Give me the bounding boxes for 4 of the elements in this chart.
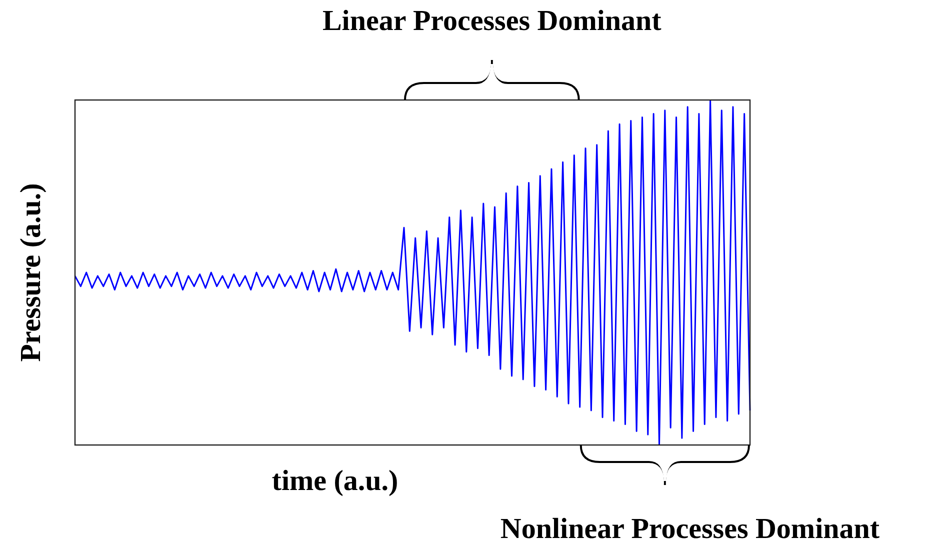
- y-axis-title: Pressure (a.u.): [15, 183, 47, 362]
- x-axis-title: time (a.u.): [272, 465, 398, 497]
- text: Linear Processes Dominant: [322, 5, 662, 37]
- text: Nonlinear Processes Dominant: [500, 513, 880, 545]
